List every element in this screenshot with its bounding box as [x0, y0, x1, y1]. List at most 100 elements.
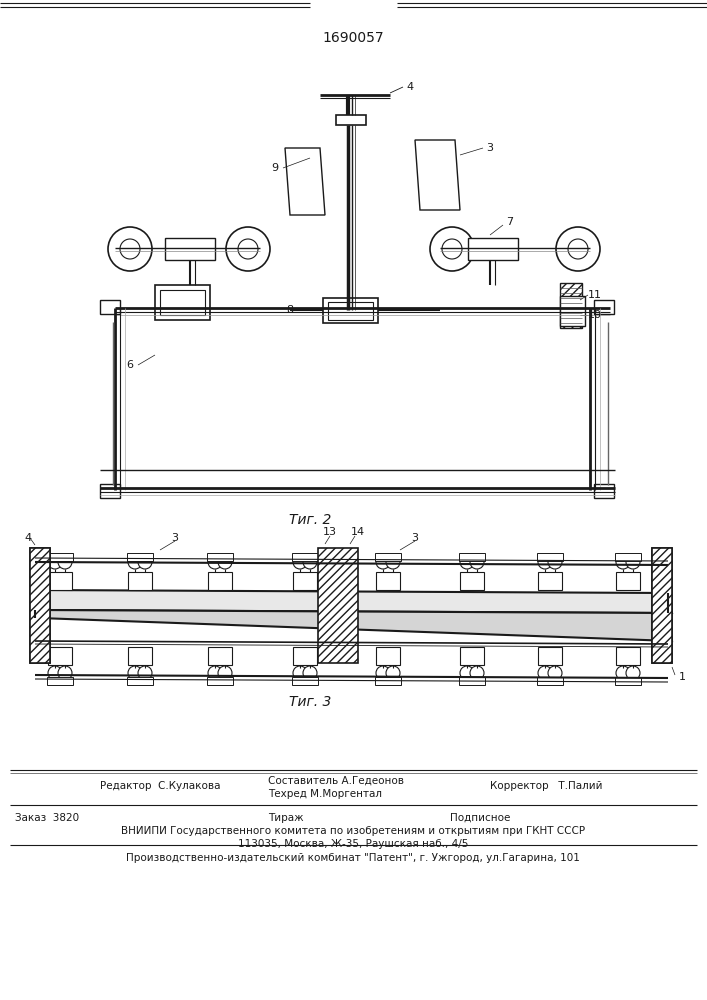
- Circle shape: [48, 555, 62, 569]
- Bar: [328, 302, 373, 320]
- Bar: [459, 553, 485, 561]
- Circle shape: [548, 555, 562, 569]
- Bar: [538, 572, 562, 590]
- Bar: [165, 238, 215, 260]
- Circle shape: [48, 666, 62, 680]
- Circle shape: [218, 666, 232, 680]
- Bar: [615, 553, 641, 561]
- Bar: [460, 647, 484, 665]
- Text: Техред М.Моргентал: Техред М.Моргентал: [268, 789, 382, 799]
- Circle shape: [303, 555, 317, 569]
- Bar: [100, 300, 120, 314]
- Bar: [48, 647, 72, 665]
- Bar: [616, 647, 640, 665]
- Text: Τиг. 2: Τиг. 2: [289, 513, 331, 527]
- Text: Корректор   Т.Палий: Корректор Т.Палий: [490, 781, 602, 791]
- Text: Редактор  С.Кулакова: Редактор С.Кулакова: [100, 781, 221, 791]
- Circle shape: [293, 666, 307, 680]
- Circle shape: [58, 666, 72, 680]
- Circle shape: [303, 666, 317, 680]
- Text: Тираж: Тираж: [268, 813, 303, 823]
- Text: Составитель А.Гедеонов: Составитель А.Гедеонов: [268, 776, 404, 786]
- Circle shape: [538, 666, 552, 680]
- Bar: [376, 572, 400, 590]
- Text: 6: 6: [127, 360, 134, 370]
- Bar: [323, 298, 378, 323]
- Bar: [468, 238, 518, 260]
- Bar: [594, 300, 614, 314]
- Bar: [376, 647, 400, 665]
- Bar: [560, 283, 582, 328]
- Bar: [48, 572, 72, 590]
- Circle shape: [128, 666, 142, 680]
- Bar: [538, 647, 562, 665]
- Bar: [375, 677, 401, 685]
- Text: Подписное: Подписное: [450, 813, 510, 823]
- Circle shape: [58, 555, 72, 569]
- Polygon shape: [285, 148, 325, 215]
- Text: 3: 3: [486, 143, 493, 153]
- Circle shape: [138, 555, 152, 569]
- Bar: [460, 572, 484, 590]
- Circle shape: [470, 555, 484, 569]
- Circle shape: [460, 666, 474, 680]
- Bar: [208, 572, 232, 590]
- Text: 9: 9: [271, 163, 279, 173]
- Text: 113035, Москва, Ж-35, Раушская наб., 4/5: 113035, Москва, Ж-35, Раушская наб., 4/5: [238, 839, 468, 849]
- Bar: [560, 296, 585, 326]
- Circle shape: [442, 239, 462, 259]
- Bar: [208, 647, 232, 665]
- Bar: [375, 553, 401, 561]
- Text: 13: 13: [323, 527, 337, 537]
- Bar: [127, 677, 153, 685]
- Circle shape: [556, 227, 600, 271]
- Circle shape: [626, 555, 640, 569]
- Bar: [127, 553, 153, 561]
- Circle shape: [376, 666, 390, 680]
- Circle shape: [108, 227, 152, 271]
- Circle shape: [238, 239, 258, 259]
- Bar: [155, 285, 210, 320]
- Circle shape: [460, 555, 474, 569]
- Text: 14: 14: [351, 527, 365, 537]
- Polygon shape: [35, 610, 672, 641]
- Bar: [336, 115, 366, 125]
- Text: 4: 4: [25, 533, 32, 543]
- Circle shape: [218, 555, 232, 569]
- Bar: [207, 553, 233, 561]
- Bar: [47, 677, 73, 685]
- Circle shape: [376, 555, 390, 569]
- Text: 1690057: 1690057: [322, 31, 384, 45]
- Text: 3: 3: [172, 533, 178, 543]
- Bar: [318, 548, 358, 663]
- Bar: [100, 484, 120, 498]
- Circle shape: [616, 555, 630, 569]
- Bar: [293, 647, 317, 665]
- Bar: [207, 677, 233, 685]
- Bar: [293, 572, 317, 590]
- Bar: [652, 548, 672, 663]
- Circle shape: [226, 227, 270, 271]
- Bar: [292, 677, 318, 685]
- Bar: [47, 553, 73, 561]
- Text: 11: 11: [588, 290, 602, 300]
- Circle shape: [120, 239, 140, 259]
- Circle shape: [386, 555, 400, 569]
- Text: 4: 4: [407, 82, 414, 92]
- Bar: [30, 548, 50, 663]
- Text: ВНИИПИ Государственного комитета по изобретениям и открытиям при ГКНТ СССР: ВНИИПИ Государственного комитета по изоб…: [121, 826, 585, 836]
- Text: Заказ  3820: Заказ 3820: [15, 813, 79, 823]
- Text: 7: 7: [506, 217, 513, 227]
- Circle shape: [430, 227, 474, 271]
- Bar: [292, 553, 318, 561]
- Text: 3: 3: [411, 533, 419, 543]
- Circle shape: [548, 666, 562, 680]
- Text: Τиг. 3: Τиг. 3: [289, 695, 331, 709]
- Bar: [615, 677, 641, 685]
- Circle shape: [568, 239, 588, 259]
- Text: 10: 10: [588, 310, 602, 320]
- Polygon shape: [35, 590, 672, 613]
- Bar: [652, 548, 672, 663]
- Bar: [128, 572, 152, 590]
- Bar: [30, 548, 50, 663]
